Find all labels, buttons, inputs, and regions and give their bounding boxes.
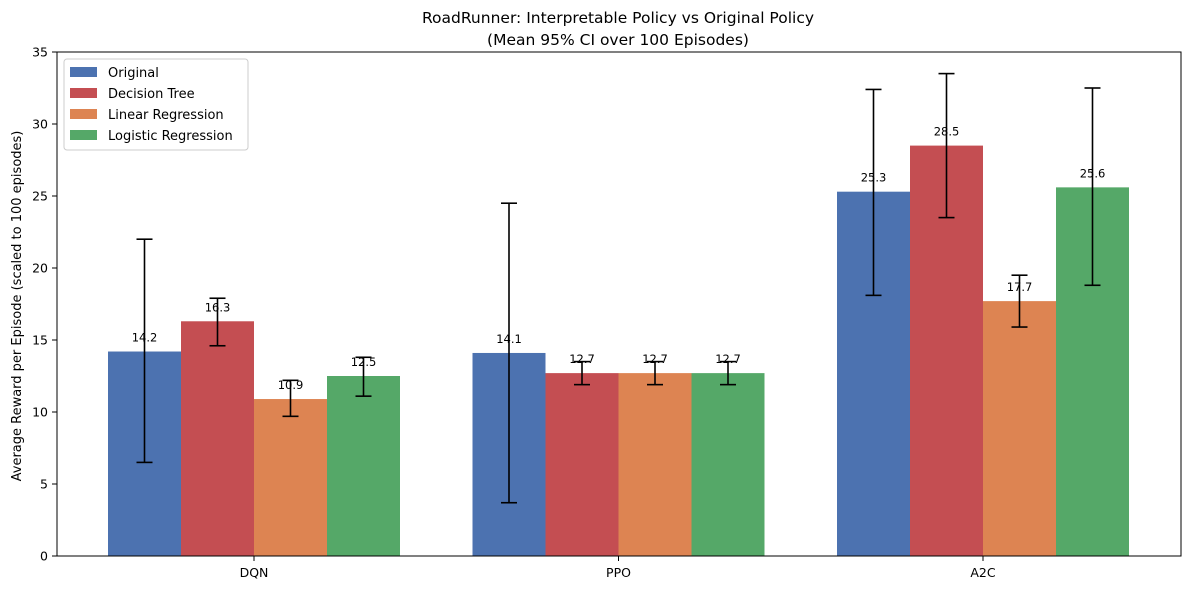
data-label: 12.7 — [715, 352, 741, 366]
y-tick-label: 30 — [32, 117, 48, 132]
y-tick-label: 35 — [32, 45, 48, 60]
bar-logistic-regression-dqn — [327, 376, 400, 556]
legend-label-linear-regression: Linear Regression — [108, 108, 224, 123]
data-label: 25.6 — [1080, 166, 1106, 180]
bar-decision-tree-ppo — [545, 373, 619, 556]
y-tick-label: 5 — [40, 477, 48, 492]
y-tick-label: 0 — [40, 549, 48, 564]
legend: Original Decision Tree Linear Regression Lo… — [63, 58, 249, 151]
chart-subtitle: (Mean 95% CI over 100 Episodes) — [487, 31, 749, 49]
bar-logistic-regression-ppo — [691, 373, 765, 556]
data-label: 14.2 — [132, 331, 158, 345]
legend-label-logistic-regression: Logistic Regression — [108, 129, 233, 144]
legend-box — [63, 58, 249, 151]
plot-area: 14.2 14.1 25.3 16.3 12.7 28.5 10.9 12.7 17.7 12.5… — [32, 45, 1182, 580]
legend-label-decision-tree: Decision Tree — [108, 87, 195, 102]
bar-linear-regression-a2c — [983, 301, 1056, 556]
y-tick-label: 15 — [32, 333, 48, 348]
legend-swatch-linear-regression — [70, 109, 97, 119]
legend-label-original: Original — [108, 66, 159, 81]
data-label: 28.5 — [934, 125, 960, 139]
y-tick-label: 25 — [32, 189, 48, 204]
x-tick-label: DQN — [240, 565, 269, 580]
y-axis-label: Average Reward per Episode (scaled to 10… — [10, 131, 25, 482]
bar-decision-tree-dqn — [181, 321, 254, 556]
data-label: 17.7 — [1007, 280, 1033, 294]
data-label: 12.7 — [642, 352, 668, 366]
legend-swatch-decision-tree — [70, 88, 97, 98]
legend-swatch-logistic-regression — [70, 130, 97, 140]
x-tick-label: PPO — [606, 565, 631, 580]
bar-linear-regression-dqn — [254, 399, 327, 556]
y-tick-label: 20 — [32, 261, 48, 276]
data-label: 14.1 — [496, 332, 522, 346]
data-label: 12.7 — [569, 352, 595, 366]
data-label: 10.9 — [278, 378, 304, 392]
chart-title-group: RoadRunner: Interpretable Policy vs Orig… — [422, 9, 814, 49]
x-tick-label: A2C — [970, 565, 996, 580]
data-label: 16.3 — [205, 300, 231, 314]
data-label: 25.3 — [861, 171, 887, 185]
legend-swatch-original — [70, 67, 97, 77]
bar-linear-regression-ppo — [618, 373, 692, 556]
chart-title: RoadRunner: Interpretable Policy vs Orig… — [422, 9, 814, 27]
y-tick-label: 10 — [32, 405, 48, 420]
data-label: 12.5 — [351, 355, 377, 369]
